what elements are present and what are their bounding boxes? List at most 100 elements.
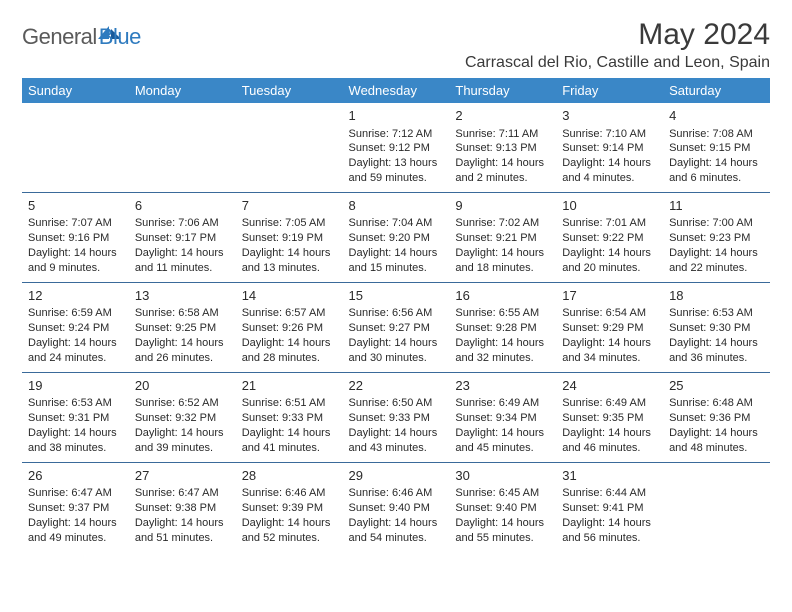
daylight-line: Daylight: 14 hours and 48 minutes. (669, 426, 764, 456)
sunrise-line: Sunrise: 7:08 AM (669, 127, 764, 142)
sunset-line: Sunset: 9:38 PM (135, 501, 230, 516)
daylight-line: Daylight: 14 hours and 9 minutes. (28, 246, 123, 276)
calendar-cell: 7Sunrise: 7:05 AMSunset: 9:19 PMDaylight… (236, 192, 343, 282)
sunrise-line: Sunrise: 6:58 AM (135, 306, 230, 321)
calendar-cell: 9Sunrise: 7:02 AMSunset: 9:21 PMDaylight… (449, 192, 556, 282)
daylight-line: Daylight: 14 hours and 13 minutes. (242, 246, 337, 276)
daylight-line: Daylight: 14 hours and 15 minutes. (349, 246, 444, 276)
sunset-line: Sunset: 9:29 PM (562, 321, 657, 336)
calendar-cell: 11Sunrise: 7:00 AMSunset: 9:23 PMDayligh… (663, 192, 770, 282)
day-number: 20 (135, 377, 230, 395)
day-number: 5 (28, 197, 123, 215)
daylight-line: Daylight: 14 hours and 38 minutes. (28, 426, 123, 456)
sunset-line: Sunset: 9:15 PM (669, 141, 764, 156)
sunrise-line: Sunrise: 6:52 AM (135, 396, 230, 411)
calendar-cell: 25Sunrise: 6:48 AMSunset: 9:36 PMDayligh… (663, 372, 770, 462)
sunrise-line: Sunrise: 6:55 AM (455, 306, 550, 321)
calendar-cell (236, 103, 343, 192)
sunset-line: Sunset: 9:21 PM (455, 231, 550, 246)
sunrise-line: Sunrise: 7:02 AM (455, 216, 550, 231)
day-number: 19 (28, 377, 123, 395)
day-number: 15 (349, 287, 444, 305)
calendar-cell: 19Sunrise: 6:53 AMSunset: 9:31 PMDayligh… (22, 372, 129, 462)
calendar-cell: 13Sunrise: 6:58 AMSunset: 9:25 PMDayligh… (129, 282, 236, 372)
sunrise-line: Sunrise: 7:00 AM (669, 216, 764, 231)
day-number: 4 (669, 107, 764, 125)
daylight-line: Daylight: 14 hours and 24 minutes. (28, 336, 123, 366)
day-number: 1 (349, 107, 444, 125)
daylight-line: Daylight: 14 hours and 51 minutes. (135, 516, 230, 546)
sunrise-line: Sunrise: 6:53 AM (669, 306, 764, 321)
daylight-line: Daylight: 14 hours and 45 minutes. (455, 426, 550, 456)
sunrise-line: Sunrise: 6:49 AM (455, 396, 550, 411)
sunrise-line: Sunrise: 7:05 AM (242, 216, 337, 231)
calendar-cell: 27Sunrise: 6:47 AMSunset: 9:38 PMDayligh… (129, 462, 236, 551)
sunrise-line: Sunrise: 6:56 AM (349, 306, 444, 321)
calendar-cell: 14Sunrise: 6:57 AMSunset: 9:26 PMDayligh… (236, 282, 343, 372)
calendar-cell: 23Sunrise: 6:49 AMSunset: 9:34 PMDayligh… (449, 372, 556, 462)
sunset-line: Sunset: 9:20 PM (349, 231, 444, 246)
sunset-line: Sunset: 9:23 PM (669, 231, 764, 246)
day-number: 10 (562, 197, 657, 215)
calendar-cell: 24Sunrise: 6:49 AMSunset: 9:35 PMDayligh… (556, 372, 663, 462)
day-number: 7 (242, 197, 337, 215)
daylight-line: Daylight: 14 hours and 18 minutes. (455, 246, 550, 276)
daylight-line: Daylight: 14 hours and 55 minutes. (455, 516, 550, 546)
sunset-line: Sunset: 9:30 PM (669, 321, 764, 336)
day-number: 13 (135, 287, 230, 305)
daylight-line: Daylight: 14 hours and 2 minutes. (455, 156, 550, 186)
sunset-line: Sunset: 9:28 PM (455, 321, 550, 336)
sunset-line: Sunset: 9:33 PM (349, 411, 444, 426)
sunrise-line: Sunrise: 6:50 AM (349, 396, 444, 411)
daylight-line: Daylight: 14 hours and 32 minutes. (455, 336, 550, 366)
sunrise-line: Sunrise: 6:53 AM (28, 396, 123, 411)
daylight-line: Daylight: 14 hours and 52 minutes. (242, 516, 337, 546)
sunset-line: Sunset: 9:41 PM (562, 501, 657, 516)
weekday-saturday: Saturday (663, 78, 770, 103)
header: General Blue May 2024 Carrascal del Rio,… (22, 18, 770, 72)
sunset-line: Sunset: 9:37 PM (28, 501, 123, 516)
sunrise-line: Sunrise: 6:44 AM (562, 486, 657, 501)
day-number: 18 (669, 287, 764, 305)
daylight-line: Daylight: 14 hours and 56 minutes. (562, 516, 657, 546)
calendar-cell: 6Sunrise: 7:06 AMSunset: 9:17 PMDaylight… (129, 192, 236, 282)
calendar-cell: 17Sunrise: 6:54 AMSunset: 9:29 PMDayligh… (556, 282, 663, 372)
calendar-cell: 8Sunrise: 7:04 AMSunset: 9:20 PMDaylight… (343, 192, 450, 282)
day-number: 2 (455, 107, 550, 125)
day-number: 17 (562, 287, 657, 305)
day-number: 28 (242, 467, 337, 485)
calendar-week-row: 12Sunrise: 6:59 AMSunset: 9:24 PMDayligh… (22, 282, 770, 372)
sunrise-line: Sunrise: 6:51 AM (242, 396, 337, 411)
calendar-cell: 3Sunrise: 7:10 AMSunset: 9:14 PMDaylight… (556, 103, 663, 192)
daylight-line: Daylight: 14 hours and 6 minutes. (669, 156, 764, 186)
sunset-line: Sunset: 9:13 PM (455, 141, 550, 156)
calendar-cell: 20Sunrise: 6:52 AMSunset: 9:32 PMDayligh… (129, 372, 236, 462)
day-number: 3 (562, 107, 657, 125)
calendar-cell (22, 103, 129, 192)
sunrise-line: Sunrise: 6:49 AM (562, 396, 657, 411)
calendar-cell: 2 Sunrise: 7:11 AMSunset: 9:13 PMDaylight… (449, 103, 556, 192)
sunset-line: Sunset: 9:24 PM (28, 321, 123, 336)
day-number: 29 (349, 467, 444, 485)
day-number: 11 (669, 197, 764, 215)
month-title: May 2024 (465, 18, 770, 52)
day-number: 21 (242, 377, 337, 395)
sunrise-line: Sunrise: 7:12 AM (349, 127, 444, 142)
sunrise-line: Sunrise: 6:57 AM (242, 306, 337, 321)
calendar-week-row: 1Sunrise: 7:12 AMSunset: 9:12 PMDaylight… (22, 103, 770, 192)
calendar-week-row: 26Sunrise: 6:47 AMSunset: 9:37 PMDayligh… (22, 462, 770, 551)
weekday-header-row: Sunday Monday Tuesday Wednesday Thursday… (22, 78, 770, 103)
sunset-line: Sunset: 9:36 PM (669, 411, 764, 426)
calendar-week-row: 5Sunrise: 7:07 AMSunset: 9:16 PMDaylight… (22, 192, 770, 282)
calendar-cell: 12Sunrise: 6:59 AMSunset: 9:24 PMDayligh… (22, 282, 129, 372)
daylight-line: Daylight: 14 hours and 39 minutes. (135, 426, 230, 456)
sunrise-line: Sunrise: 6:45 AM (455, 486, 550, 501)
sunrise-line: Sunrise: 7:11 AM (455, 127, 550, 142)
day-number: 30 (455, 467, 550, 485)
daylight-line: Daylight: 14 hours and 43 minutes. (349, 426, 444, 456)
calendar-cell: 15Sunrise: 6:56 AMSunset: 9:27 PMDayligh… (343, 282, 450, 372)
day-number: 12 (28, 287, 123, 305)
day-number: 26 (28, 467, 123, 485)
sunrise-line: Sunrise: 6:46 AM (242, 486, 337, 501)
weekday-tuesday: Tuesday (236, 78, 343, 103)
